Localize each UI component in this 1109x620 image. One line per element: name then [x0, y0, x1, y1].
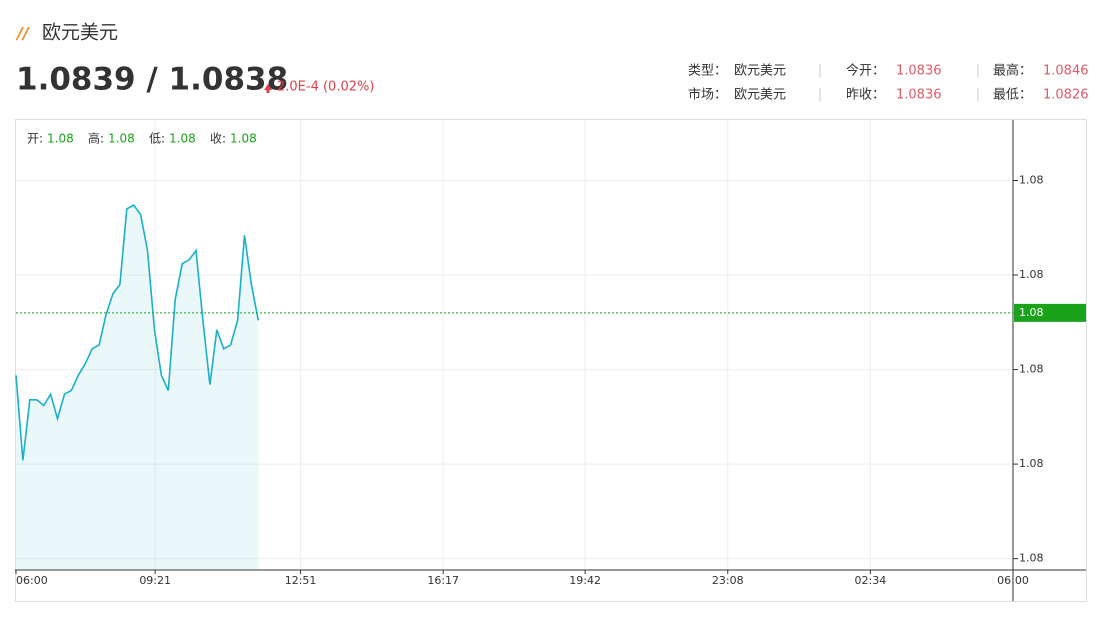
info-label: 昨收：	[846, 88, 885, 103]
x-tick-label: 12:51	[285, 574, 317, 587]
x-tick-label: 09:21	[139, 574, 171, 587]
logo-icon: //	[15, 24, 30, 43]
x-tick-label: 23:08	[712, 574, 744, 587]
legend-label: 高:	[88, 131, 104, 146]
legend-label: 收:	[210, 132, 226, 146]
current-price-badge	[1014, 303, 1086, 322]
price: 1.0839 / 1.0838	[16, 62, 288, 98]
legend-label: 低:	[149, 132, 165, 146]
info-value: 1.0846	[1043, 64, 1089, 79]
legend-label: 开:	[27, 132, 43, 146]
info-value: 欧元美元	[734, 88, 786, 103]
x-tick-label: 02:34	[855, 574, 887, 587]
info-value: 欧元美元	[734, 64, 786, 79]
info-value: 1.0836	[896, 88, 942, 103]
info-value: 1.0826	[1043, 88, 1089, 103]
y-tick-label: 1.08	[1019, 457, 1044, 470]
chart-frame	[15, 119, 1087, 602]
current-price-label: 1.08	[1019, 306, 1044, 319]
y-tick-label: 1.08	[1019, 552, 1044, 565]
area	[16, 205, 259, 570]
info-label: 市场：	[688, 87, 727, 103]
up-arrow	[264, 84, 272, 93]
info-label: 最高：	[993, 63, 1032, 79]
x-tick-label: 16:17	[427, 574, 459, 587]
y-tick-label: 1.08	[1019, 268, 1044, 281]
chart: 1.08 1.08 1.08 1.08 1.08 06:00 09:21 12:51 16:17…	[15, 119, 1087, 602]
y-tick-label: 1.08	[1019, 174, 1044, 187]
legend-value: 1.08	[47, 132, 74, 146]
info-label: 类型：	[688, 64, 727, 79]
info-value: 1.0836	[896, 64, 942, 79]
legend-value: 1.08	[169, 132, 196, 146]
info-label: 今开：	[846, 63, 885, 79]
change: 2.0E-4 (0.02%)	[277, 80, 374, 95]
info-label: 最低：	[993, 88, 1032, 103]
title: 欧元美元	[42, 22, 118, 44]
legend-value: 1.08	[108, 132, 135, 146]
x-tick-label: 19:42	[569, 574, 601, 587]
x-tick-label: 06:00	[16, 574, 48, 587]
legend-value: 1.08	[230, 132, 257, 146]
price-line	[15, 204, 260, 461]
y-tick-label: 1.08	[1019, 363, 1044, 376]
